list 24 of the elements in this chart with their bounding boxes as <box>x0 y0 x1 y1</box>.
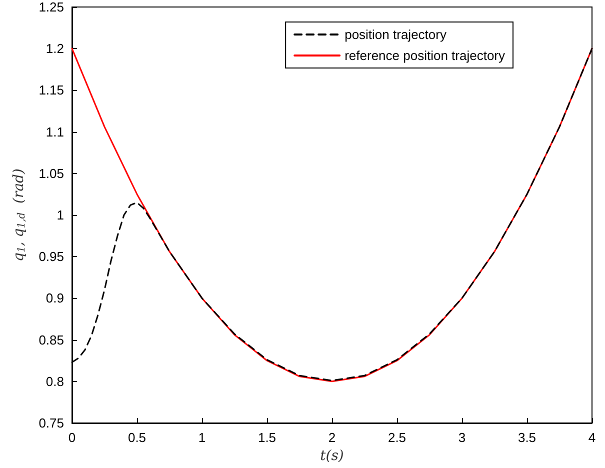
y-tick-label: 0.85 <box>38 332 64 348</box>
x-tick-label: 4 <box>588 430 596 445</box>
y-tick-label: 1.2 <box>46 41 64 56</box>
x-tick-label: 0 <box>68 430 76 445</box>
y-tick-label: 1.25 <box>38 0 64 14</box>
x-axis-title: t(s) <box>320 448 344 464</box>
x-tick-label: 2.5 <box>388 430 406 445</box>
y-tick-label: 0.8 <box>46 374 64 389</box>
y-tick-label: 0.75 <box>38 416 64 430</box>
x-tick-label: 1 <box>198 430 206 445</box>
y-tick-label: 1.05 <box>38 166 64 181</box>
x-tick-label: 3 <box>458 430 466 445</box>
legend-label: reference position trajectory <box>344 48 506 63</box>
x-tick-label: 2 <box>328 430 336 445</box>
legend-label: position trajectory <box>344 27 447 42</box>
y-tick-label: 0.9 <box>46 290 64 306</box>
y-tick-label: 1.15 <box>38 82 64 98</box>
y-tick-label: 1.1 <box>46 124 64 140</box>
y-axis-title: q1, q1,d (rad) <box>11 168 28 262</box>
x-tick-label: 1.5 <box>258 430 276 445</box>
x-tick-label: 3.5 <box>518 430 536 445</box>
y-tick-label: 0.95 <box>38 249 64 264</box>
x-tick-label: 0.5 <box>128 430 146 445</box>
y-tick-label: 1 <box>56 208 64 222</box>
